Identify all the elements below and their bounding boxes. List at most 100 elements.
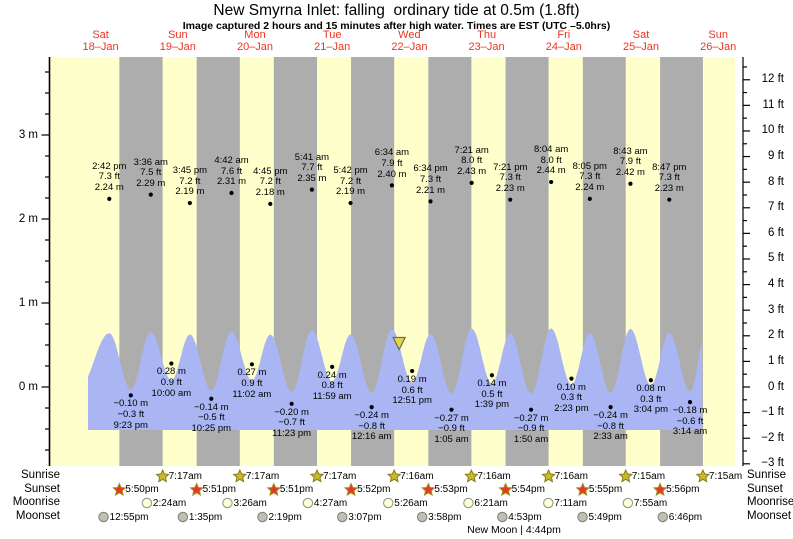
moonrise-icon	[622, 497, 634, 509]
high-tide-annotation: 6:34 am 7.9 ft 2.40 m	[374, 147, 410, 180]
tide-extreme-dot	[587, 196, 592, 201]
moonrise-time: 3:26am	[233, 497, 267, 509]
sunrise-star-icon	[155, 468, 170, 483]
sunrise-time: 7:15am	[708, 470, 743, 482]
capture-marker-icon	[392, 336, 407, 351]
high-tide-annotation: 8:47 pm 7.3 ft 2.23 m	[652, 161, 687, 194]
tide-extreme-dot	[608, 405, 613, 410]
moonrise-icon	[141, 497, 153, 509]
day-label: Sat 18–Jan	[82, 29, 119, 53]
chart-title: New Smyrna Inlet: falling ordinary tide …	[213, 2, 580, 19]
sunset-star-icon	[652, 482, 668, 497]
sunset-time: 5:50pm	[125, 484, 159, 495]
moonrise-time: 5:26am	[394, 497, 428, 509]
feet-axis-label: 3 ft	[768, 303, 784, 316]
tide-extreme-dot	[348, 200, 353, 206]
tide-extreme-dot	[687, 400, 693, 405]
tide-extreme-dot	[107, 196, 112, 201]
feet-axis-label: 1 ft	[768, 354, 784, 367]
moonset-time: 12:55pm	[109, 511, 149, 523]
high-tide-annotation: 8:05 pm 7.3 ft 2.24 m	[572, 160, 607, 194]
low-tide-annotation: −0.24 m −0.8 ft 2:33 am	[593, 410, 628, 443]
sunset-star-icon	[266, 482, 282, 497]
moonset-label-right: Moonset	[747, 510, 792, 522]
tide-extreme-dot	[249, 362, 254, 367]
tide-extreme-dot	[628, 181, 633, 186]
tide-extreme-dot	[549, 179, 554, 185]
sunset-star-icon	[421, 482, 436, 497]
sunrise-time: 7:16am	[400, 470, 434, 482]
moonrise-icon	[383, 497, 394, 509]
day-label: Tue 21–Jan	[314, 29, 351, 53]
sunset-time: 5:55pm	[588, 484, 623, 495]
tide-extreme-dot	[128, 393, 133, 398]
sunset-label-left: Sunset	[24, 482, 60, 495]
low-tide-annotation: −0.27 m −0.9 ft 1:50 am	[513, 412, 549, 445]
moonset-icon	[577, 511, 588, 523]
high-tide-annotation: 6:34 pm 7.3 ft 2.21 m	[413, 163, 448, 196]
moonset-label-left: Moonset	[15, 510, 60, 522]
day-label: Wed 22–Jan	[391, 29, 428, 53]
feet-axis-label: −2 ft	[761, 431, 784, 444]
high-tide-annotation: 7:21 am 8.0 ft 2.43 m	[454, 144, 489, 178]
meters-axis-label: 0 m	[18, 380, 38, 393]
low-tide-annotation: 0.08 m 0.3 ft 3:04 pm	[633, 383, 669, 416]
moonset-time: 6:46pm	[668, 511, 703, 523]
sunrise-label-left: Sunrise	[21, 469, 60, 481]
day-label: Thu 23–Jan	[468, 29, 505, 53]
moonrise-time: 7:11am	[554, 497, 587, 509]
sunrise-star-icon	[464, 468, 479, 483]
sunset-time: 5:52pm	[357, 484, 391, 495]
sunrise-time: 7:17am	[245, 470, 280, 482]
moonset-time: 3:07pm	[348, 511, 382, 523]
low-tide-annotation: −0.27 m −0.9 ft 1:05 am	[434, 412, 469, 445]
sunrise-time: 7:17am	[168, 470, 202, 482]
low-tide-annotation: −0.18 m −0.6 ft 3:14 am	[672, 405, 708, 438]
low-tide-annotation: 0.10 m 0.3 ft 2:23 pm	[554, 381, 589, 414]
feet-axis-label: 12 ft	[761, 73, 784, 86]
tide-extreme-dot	[508, 197, 513, 202]
feet-axis-label: 6 ft	[768, 226, 784, 239]
tide-extreme-dot	[389, 183, 395, 188]
high-tide-annotation: 4:45 pm 7.2 ft 2.18 m	[253, 165, 288, 199]
moonrise-icon	[302, 497, 314, 509]
sunset-star-icon	[498, 482, 513, 497]
day-label: Fri 24–Jan	[545, 29, 582, 53]
low-tide-annotation: −0.24 m −0.8 ft 12:16 am	[351, 410, 392, 443]
tide-extreme-dot	[289, 401, 294, 406]
sunset-star-icon	[575, 482, 591, 497]
low-tide-annotation: −0.20 m −0.7 ft 11:23 pm	[272, 406, 312, 439]
high-tide-annotation: 2:42 pm 7.3 ft 2.24 m	[92, 160, 127, 194]
moonrise-label-left: Moonrise	[12, 496, 60, 508]
sunrise-star-icon	[618, 468, 633, 483]
tide-extreme-dot	[268, 201, 273, 206]
sunset-time: 5:53pm	[434, 484, 468, 495]
moonrise-icon	[463, 497, 474, 509]
sunset-star-icon	[112, 482, 127, 497]
low-tide-annotation: 0.28 m 0.9 ft 10:00 am	[151, 366, 192, 399]
sunset-label-right: Sunset	[747, 482, 783, 495]
moonrise-icon	[543, 497, 554, 509]
moonset-time: 5:49pm	[588, 511, 622, 523]
moonset-time: 1:35pm	[188, 511, 223, 523]
high-tide-annotation: 8:04 am 8.0 ft 2.44 m	[533, 144, 569, 177]
sunrise-star-icon	[309, 468, 325, 483]
tide-extreme-dot	[229, 190, 234, 196]
sunset-time: 5:54pm	[511, 484, 545, 495]
sunset-time: 5:51pm	[279, 484, 314, 495]
day-label: Mon 20–Jan	[236, 29, 274, 53]
moonrise-time: 4:27am	[313, 497, 348, 509]
sunset-time: 5:51pm	[202, 484, 236, 495]
high-tide-annotation: 8:43 am 7.9 ft 2.42 m	[613, 145, 648, 178]
meters-axis-label: 1 m	[18, 296, 38, 309]
meters-axis-label: 2 m	[18, 212, 38, 225]
tide-curve	[88, 328, 702, 430]
moonrise-time: 7:55am	[633, 497, 668, 509]
sunset-time: 5:56pm	[666, 484, 700, 495]
tide-extreme-dot	[410, 368, 415, 374]
feet-axis-label: 7 ft	[768, 201, 784, 214]
low-tide-annotation: 0.14 m 0.5 ft 1:39 pm	[474, 378, 510, 411]
feet-axis-label: −1 ft	[761, 406, 784, 419]
feet-axis-label: 5 ft	[768, 252, 784, 265]
